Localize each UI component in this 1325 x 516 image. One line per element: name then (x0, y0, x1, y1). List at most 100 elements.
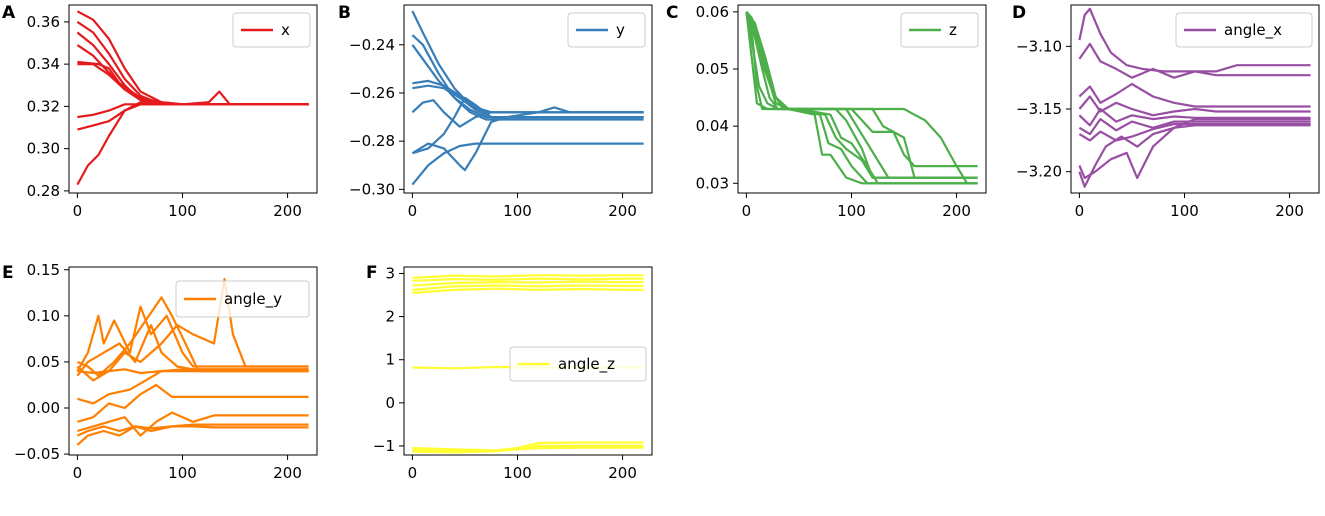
x-tick-label: 0 (73, 202, 83, 220)
legend: angle_x (1175, 12, 1313, 48)
y-tick-label: 0.03 (696, 174, 729, 192)
series-line-6 (1078, 117, 1311, 136)
y-tick-label: −0.30 (349, 180, 395, 198)
x-tick-label: 100 (503, 202, 532, 220)
legend: angle_y (175, 280, 310, 318)
panel-b: 0 100 200 −0.30 −0.28 −0.26 −0.24 By (338, 3, 653, 220)
panel-a: 0 100 200 0.28 0.30 0.32 0.34 0.36 Ax (2, 3, 318, 220)
legend-label: angle_x (1224, 21, 1282, 40)
series-line-5 (1078, 107, 1311, 127)
y-tick-label: 0.36 (27, 13, 60, 31)
legend-label: angle_z (558, 355, 615, 374)
x-tick-label: 200 (273, 202, 302, 220)
series-line-9 (745, 11, 978, 185)
y-tick-label: −3.10 (1016, 37, 1062, 55)
y-tick-label: 0.10 (27, 307, 60, 325)
legend-box (509, 346, 647, 382)
series-line-5 (77, 368, 309, 375)
y-tick-label: 0.00 (27, 399, 60, 417)
panel-c: 0 100 200 0.03 0.04 0.05 0.06 Cz (666, 3, 987, 220)
y-tick-label: 1 (385, 351, 395, 369)
x-tick-label: 0 (1075, 202, 1085, 220)
x-tick-label: 0 (408, 464, 418, 482)
panel-letter: F (366, 263, 378, 283)
series-line-1 (412, 274, 644, 279)
series-line-10 (76, 425, 309, 437)
series-line-4 (412, 284, 644, 291)
series-line-6 (411, 99, 644, 128)
panel-letter: C (666, 3, 678, 23)
y-tick-label: −3.20 (1016, 163, 1062, 181)
legend-box (175, 280, 310, 318)
legend: z (900, 12, 979, 48)
series-line-8 (1078, 124, 1311, 180)
y-tick-label: 3 (385, 264, 395, 282)
series-line-2 (76, 324, 309, 377)
series-line-9 (76, 423, 309, 446)
x-tick-label: 0 (742, 202, 752, 220)
y-tick-label: 0.15 (27, 261, 60, 279)
series-line-9 (411, 142, 644, 186)
y-tick-label: −0.26 (349, 84, 395, 102)
panel-letter: E (2, 263, 14, 283)
legend-label: y (616, 21, 625, 39)
y-tick-label: 0.28 (27, 182, 60, 200)
series-line-7 (77, 383, 309, 423)
y-tick-label: 0.04 (696, 117, 729, 135)
series-line-7 (745, 11, 978, 168)
series-line-5 (412, 287, 644, 294)
series-line-3 (411, 44, 644, 121)
series-line-3 (1078, 82, 1311, 108)
y-tick-label: −0.05 (14, 445, 60, 463)
series-line-3 (412, 280, 644, 287)
series-line-9 (1078, 117, 1311, 188)
series-line-8 (77, 103, 309, 131)
legend-box (1175, 12, 1313, 48)
y-tick-label: 0.34 (27, 55, 60, 73)
x-tick-label: 100 (1170, 202, 1199, 220)
y-tick-label: −0.24 (349, 36, 395, 54)
panel-letter: A (2, 3, 16, 23)
series-line-4 (1078, 95, 1311, 117)
legend-label: x (281, 21, 290, 39)
x-tick-label: 100 (503, 464, 532, 482)
x-tick-label: 100 (168, 464, 197, 482)
panel-letter: D (1012, 3, 1026, 23)
series-line-2 (412, 277, 644, 282)
y-tick-label: −3.15 (1016, 100, 1062, 118)
legend: angle_z (509, 346, 647, 382)
x-tick-label: 200 (608, 464, 637, 482)
series-line-1 (76, 305, 309, 372)
x-tick-label: 0 (408, 202, 418, 220)
y-tick-label: 0.32 (27, 97, 60, 115)
series-line-7 (77, 103, 309, 119)
y-tick-label: −0.28 (349, 132, 395, 150)
axes-frame (403, 4, 653, 194)
x-tick-label: 100 (168, 202, 197, 220)
axes-frame (68, 266, 318, 456)
axes-frame (737, 4, 987, 194)
axes-frame (1070, 4, 1320, 194)
series-line-8 (412, 444, 644, 453)
legend: y (567, 12, 646, 48)
x-tick-label: 200 (273, 464, 302, 482)
y-tick-label: 0 (385, 394, 395, 412)
x-tick-label: 100 (837, 202, 866, 220)
x-tick-label: 200 (1275, 202, 1304, 220)
series-line-6 (77, 368, 309, 405)
legend-label: z (949, 21, 957, 39)
series-line-2 (1078, 42, 1311, 79)
series-line-7 (1078, 122, 1311, 142)
x-tick-label: 200 (942, 202, 971, 220)
series-line-1 (1078, 7, 1311, 73)
series-line-9 (76, 101, 309, 186)
legend: x (232, 12, 311, 48)
y-tick-label: 0.06 (696, 3, 729, 21)
y-tick-label: 0.05 (27, 353, 60, 371)
y-tick-label: 0.05 (696, 60, 729, 78)
series-line-8 (411, 115, 644, 172)
